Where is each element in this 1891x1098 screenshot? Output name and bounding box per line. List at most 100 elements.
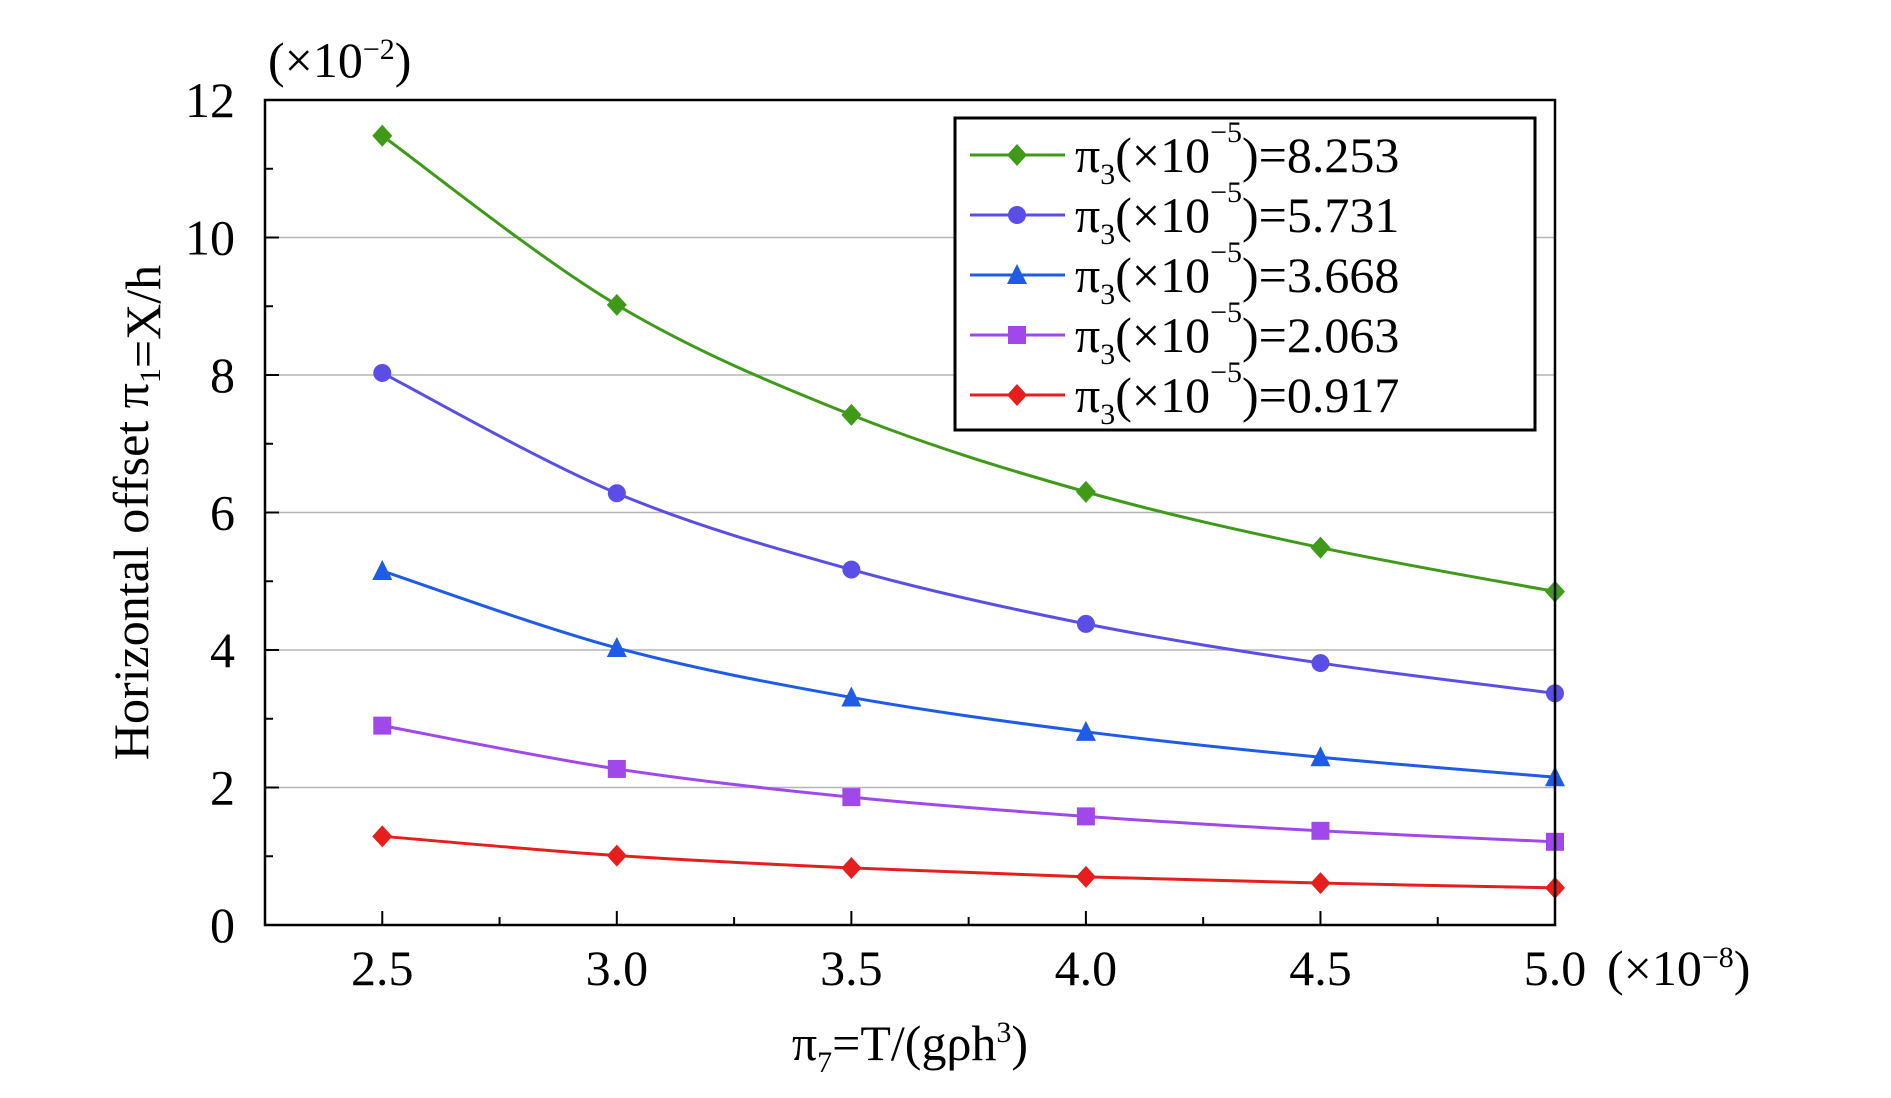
x-multiplier-sup: −8 xyxy=(1702,941,1734,974)
legend-label-sub: 3 xyxy=(1100,398,1115,431)
data-point xyxy=(1075,480,1096,503)
data-point xyxy=(606,293,627,316)
x-tick-label: 5.0 xyxy=(1524,940,1587,996)
data-point xyxy=(1310,746,1331,767)
x-axis-title-sup: 3 xyxy=(996,1016,1011,1049)
series-line xyxy=(382,834,1556,890)
x-multiplier-pre: (×10 xyxy=(1607,940,1702,996)
legend-label-sup: −5 xyxy=(1210,296,1242,329)
legend-label-sub: 3 xyxy=(1100,218,1115,251)
legend-label-pre: π xyxy=(1075,307,1100,363)
legend-label-sup: −5 xyxy=(1210,116,1242,149)
legend-item: π3(×10−5)=2.063 xyxy=(970,296,1399,371)
x-multiplier-post: ) xyxy=(1734,940,1751,996)
legend-label-post: )=3.668 xyxy=(1242,247,1399,303)
data-point xyxy=(606,844,627,867)
legend-label-sup: −5 xyxy=(1210,356,1242,389)
x-multiplier: (×10−8) xyxy=(1607,940,1750,996)
series-line xyxy=(381,134,1556,594)
legend: π3(×10−5)=8.253π3(×10−5)=5.731π3(×10−5)=… xyxy=(953,116,1537,432)
y-multiplier-sup: −2 xyxy=(363,33,395,66)
y-axis-title-post: =X/h xyxy=(115,265,171,368)
x-tick-label: 3.0 xyxy=(586,940,649,996)
data-point xyxy=(373,363,392,382)
series-line xyxy=(381,569,1556,779)
y-tick-label: 10 xyxy=(185,210,235,266)
data-point xyxy=(1075,720,1096,741)
legend-label-post: )=0.917 xyxy=(1242,367,1399,423)
data-point xyxy=(606,636,627,657)
legend-item: π3(×10−5)=8.253 xyxy=(970,116,1399,191)
series-0 xyxy=(372,124,1565,603)
data-point xyxy=(841,856,862,879)
legend-label-pre: π xyxy=(1075,247,1100,303)
data-point xyxy=(372,825,393,848)
data-point xyxy=(1310,872,1331,895)
series-line xyxy=(382,724,1556,844)
y-tick-label: 2 xyxy=(210,760,235,816)
x-tick-label: 3.5 xyxy=(820,940,883,996)
legend-label-sub: 3 xyxy=(1100,338,1115,371)
legend-label-mid: (×10 xyxy=(1115,307,1210,363)
y-tick-label: 12 xyxy=(185,72,235,128)
legend-label-post: )=5.731 xyxy=(1242,187,1399,243)
y-multiplier: (×10−2) xyxy=(268,32,411,88)
legend-label-pre: π xyxy=(1075,187,1100,243)
legend-label: π3(×10−5)=2.063 xyxy=(1075,296,1399,371)
data-point xyxy=(373,716,392,735)
y-multiplier-pre: (×10 xyxy=(268,32,363,88)
x-tick-label: 4.0 xyxy=(1055,940,1118,996)
data-point xyxy=(841,403,862,426)
legend-label-mid: (×10 xyxy=(1115,247,1210,303)
data-point xyxy=(1311,821,1330,840)
legend-marker xyxy=(1007,264,1027,284)
legend-marker xyxy=(1008,206,1026,224)
x-tick-label: 2.5 xyxy=(351,940,414,996)
legend-item: π3(×10−5)=3.668 xyxy=(970,236,1399,311)
x-axis-title-mid: =T/(gρh xyxy=(832,1015,996,1071)
data-point xyxy=(1075,865,1096,888)
data-point xyxy=(842,560,861,579)
data-point xyxy=(1311,654,1330,673)
y-tick-label: 6 xyxy=(210,485,235,541)
legend-label-mid: (×10 xyxy=(1115,127,1210,183)
data-point xyxy=(607,484,626,503)
legend-item: π3(×10−5)=0.917 xyxy=(970,356,1399,431)
data-point xyxy=(372,124,393,147)
data-point xyxy=(1310,536,1331,559)
plot-frame xyxy=(263,98,1557,927)
series-3 xyxy=(373,716,1564,851)
data-point xyxy=(372,559,393,580)
legend-marker xyxy=(1008,326,1026,344)
data-point xyxy=(842,788,861,807)
y-multiplier-post: ) xyxy=(395,32,412,88)
legend-label-sup: −5 xyxy=(1210,236,1242,269)
legend-label-post: )=8.253 xyxy=(1242,127,1399,183)
series-layer xyxy=(372,124,1565,899)
legend-marker xyxy=(1007,384,1027,406)
legend-label-sub: 3 xyxy=(1100,278,1115,311)
x-axis-title: π7=T/(gρh3) xyxy=(792,1015,1028,1079)
legend-label-sub: 3 xyxy=(1100,158,1115,191)
legend-label-post: )=2.063 xyxy=(1242,307,1399,363)
legend-label: π3(×10−5)=8.253 xyxy=(1075,116,1399,191)
series-4 xyxy=(372,825,1565,899)
y-tick-label: 0 xyxy=(210,897,235,953)
legend-item: π3(×10−5)=5.731 xyxy=(970,176,1399,251)
legend-label: π3(×10−5)=0.917 xyxy=(1075,356,1399,431)
legend-marker xyxy=(1007,144,1027,166)
legend-label-mid: (×10 xyxy=(1115,367,1210,423)
x-axis-title-sub: 7 xyxy=(817,1046,832,1079)
y-axis-title-sub: 1 xyxy=(134,368,167,383)
x-axis-title-pre: π xyxy=(792,1015,817,1071)
legend-label-pre: π xyxy=(1075,127,1100,183)
data-point xyxy=(1076,614,1095,633)
y-tick-label: 4 xyxy=(210,622,235,678)
y-axis-title: Horizontal offset π1=X/h xyxy=(103,265,171,760)
x-tick-label: 4.5 xyxy=(1289,940,1352,996)
legend-label: π3(×10−5)=3.668 xyxy=(1075,236,1399,311)
series-line xyxy=(381,371,1556,695)
